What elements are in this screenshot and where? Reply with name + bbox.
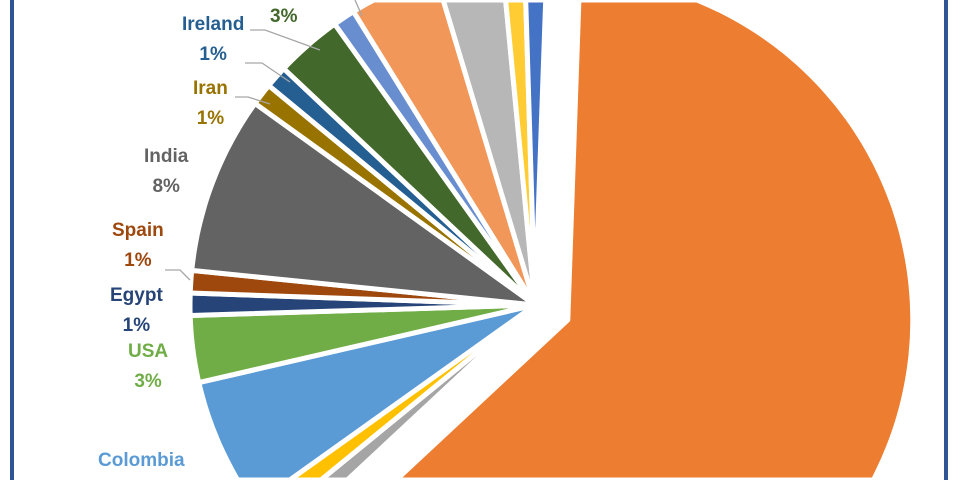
frame-border-left: [10, 0, 14, 480]
label-spain-name: Spain: [112, 220, 164, 241]
label-usa-name: USA: [128, 341, 169, 362]
label-spain-pct: 1%: [124, 250, 152, 271]
label-egypt-pct: 1%: [122, 315, 151, 336]
label-green-pct: 3%: [270, 6, 298, 27]
leader-line-green: [250, 29, 321, 51]
label-iran: Iran 1%: [193, 74, 228, 134]
label-colombia: Colombia: [98, 446, 185, 476]
leader-line-iran: [235, 96, 271, 105]
leader-line-ireland: [245, 62, 291, 83]
label-india: India 8%: [144, 142, 188, 202]
pie-slice-slice-0: [393, 0, 916, 480]
label-usa-pct: 3%: [134, 371, 162, 392]
label-ireland-pct: 1%: [199, 44, 227, 65]
label-egypt-name: Egypt: [110, 285, 163, 306]
pie-slice-slice-15: [523, 0, 549, 308]
leader-line-spain: [165, 269, 191, 281]
pie-slice-colombia: [196, 302, 538, 480]
label-ireland-name: Ireland: [182, 14, 245, 35]
frame-border-right: [944, 0, 948, 480]
pie-slice-usa: [187, 302, 538, 386]
label-iran-name: Iran: [193, 78, 228, 99]
label-iran-pct: 1%: [196, 108, 225, 129]
label-india-pct: 8%: [152, 176, 180, 197]
label-india-name: India: [144, 146, 189, 167]
label-colombia-name: Colombia: [98, 450, 185, 471]
label-egypt: Egypt 1%: [110, 281, 163, 341]
pie-slice-slice-12: [351, 0, 538, 308]
label-ireland: Ireland 1%: [182, 10, 244, 70]
label-green-slice: 3%: [270, 2, 297, 32]
leader-line-top: [354, 0, 363, 17]
pie-slice-india: [189, 100, 538, 308]
label-usa: USA 3%: [128, 337, 168, 397]
label-spain: Spain 1%: [112, 216, 164, 276]
